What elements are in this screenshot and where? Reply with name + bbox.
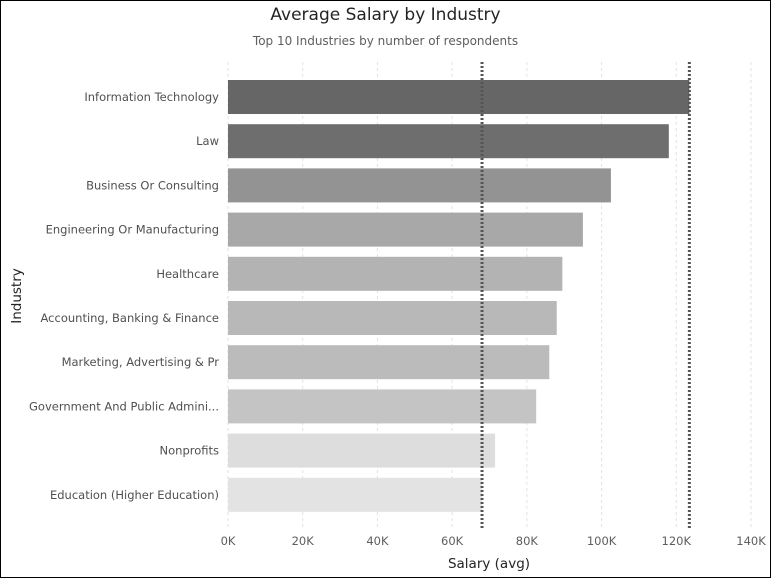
category-label: Marketing, Advertising & Pr	[62, 355, 220, 369]
category-label: Nonprofits	[160, 444, 219, 458]
bar	[228, 124, 669, 159]
bar	[228, 256, 563, 291]
bar	[228, 168, 611, 203]
bar	[228, 80, 690, 114]
x-tick-label: 20K	[292, 534, 315, 548]
bar	[228, 212, 583, 247]
category-label: Engineering Or Manufacturing	[46, 223, 219, 237]
category-label: Information Technology	[84, 90, 219, 104]
chart-title: Average Salary by Industry	[270, 5, 501, 25]
x-tick-label: 120K	[662, 534, 692, 548]
x-tick-label: 80K	[516, 534, 539, 548]
x-tick-label: 40K	[366, 534, 389, 548]
bar	[228, 433, 496, 468]
x-tick-label: 0K	[221, 534, 236, 548]
bar	[228, 301, 557, 335]
x-tick-labels: 0K 20K 40K 60K 80K 100K 120K 140K	[221, 534, 767, 548]
x-axis-title: Salary (avg)	[448, 556, 530, 572]
category-label: Accounting, Banking & Finance	[41, 311, 219, 325]
reference-lines	[480, 62, 691, 528]
category-label: Education (Higher Education)	[50, 488, 219, 502]
x-tick-label: 100K	[587, 534, 617, 548]
chart-subtitle: Top 10 Industries by number of responden…	[252, 34, 519, 48]
x-tick-label: 60K	[441, 534, 464, 548]
bar	[228, 345, 550, 380]
x-tick-label: 140K	[736, 534, 766, 548]
category-labels: Information Technology Law Business Or Con…	[29, 90, 219, 502]
category-label: Healthcare	[156, 267, 219, 281]
category-label: Business Or Consulting	[86, 178, 219, 192]
category-label: Law	[196, 134, 219, 148]
y-axis-title: Industry	[9, 268, 25, 324]
category-label: Government And Public Admini...	[29, 399, 219, 413]
bar	[228, 477, 483, 512]
bars	[228, 80, 690, 512]
bar	[228, 389, 537, 424]
